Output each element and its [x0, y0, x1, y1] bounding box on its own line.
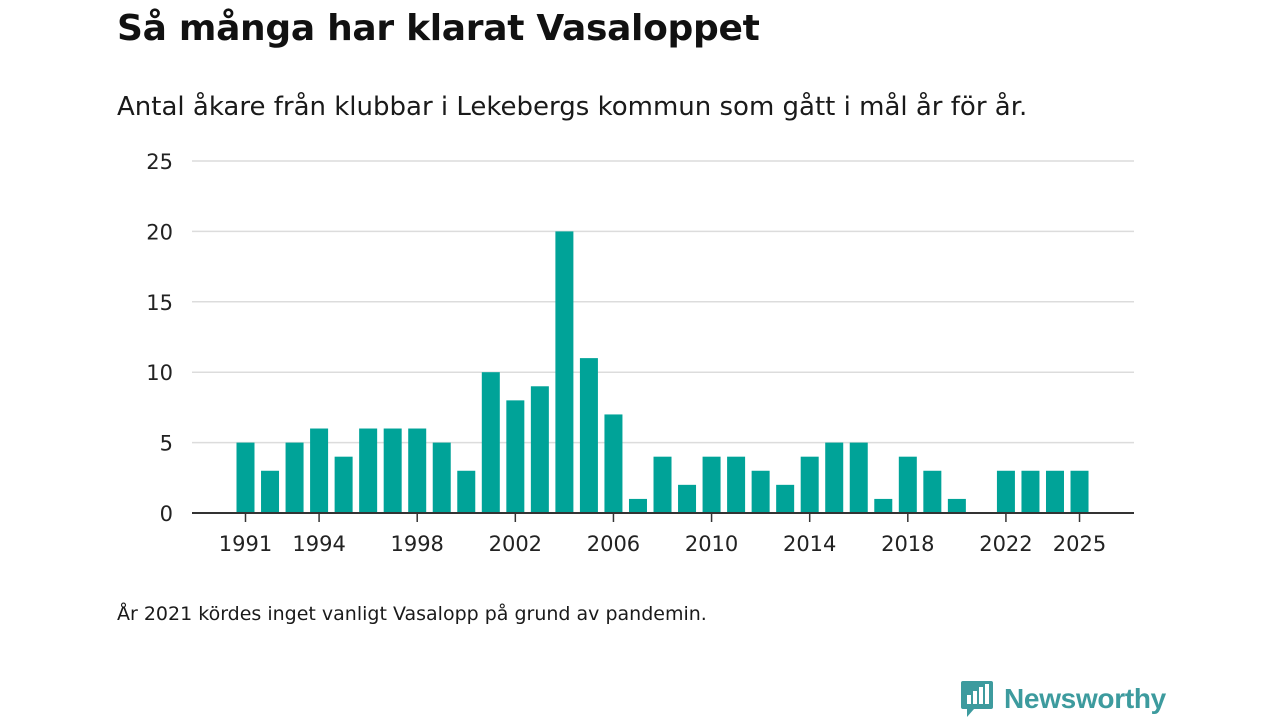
bar-1992	[261, 470, 280, 513]
bar-1993	[285, 442, 304, 513]
bar-2018	[898, 456, 917, 513]
chart-footnote: År 2021 kördes inget vanligt Vasalopp på…	[117, 603, 707, 625]
brand-logo[interactable]: Newsworthy	[960, 680, 1166, 718]
x-tick-label: 1994	[292, 532, 345, 556]
x-tick-label: 1991	[219, 532, 272, 556]
bar-2005	[579, 358, 598, 513]
bar-2012	[751, 470, 770, 513]
bar-2002	[506, 400, 525, 513]
x-tick-label: 2010	[685, 532, 738, 556]
bar-2025	[1070, 470, 1089, 513]
x-tick-label: 2006	[587, 532, 640, 556]
x-axis-labels: 1991 1994 1998 2002 2006 2010 2014 2018 2022 2025	[219, 532, 1106, 556]
bar-1997	[383, 428, 402, 513]
y-tick-label: 10	[146, 361, 173, 385]
gridlines	[192, 160, 1134, 444]
newsworthy-logo-icon	[960, 680, 994, 718]
bar-1996	[359, 428, 378, 513]
x-tick-label: 1998	[390, 532, 443, 556]
bar-2024	[1045, 470, 1064, 513]
bar-1995	[334, 456, 353, 513]
bar-2020	[947, 498, 966, 513]
x-axis	[192, 512, 1134, 522]
bar-2014	[800, 456, 819, 513]
bar-2013	[776, 484, 795, 513]
bar-1998	[408, 428, 427, 513]
chart-subtitle: Antal åkare från klubbar i Lekebergs kom…	[117, 92, 1028, 122]
bar-2007	[628, 498, 647, 513]
x-tick-label: 2018	[881, 532, 934, 556]
y-tick-label: 15	[146, 291, 173, 315]
bar-2001	[481, 372, 500, 513]
bar-2004	[555, 231, 574, 513]
bars	[236, 231, 1089, 513]
y-tick-label: 20	[146, 220, 173, 244]
bar-2019	[923, 470, 942, 513]
bar-2008	[653, 456, 672, 513]
x-tick-label: 2022	[979, 532, 1032, 556]
x-tick-label: 2025	[1053, 532, 1106, 556]
bar-2011	[727, 456, 746, 513]
bar-2023	[1021, 470, 1040, 513]
bar-2015	[825, 442, 844, 513]
y-tick-label: 5	[160, 432, 173, 456]
bar-2017	[874, 498, 893, 513]
bar-1999	[432, 442, 451, 513]
x-tick-label: 2014	[783, 532, 836, 556]
y-tick-label: 0	[160, 502, 173, 526]
y-axis-labels: 0 5 10 15 20 25	[146, 150, 173, 526]
bar-2009	[678, 484, 697, 513]
y-tick-label: 25	[146, 150, 173, 174]
bar-2003	[530, 386, 549, 513]
bar-1991	[236, 442, 255, 513]
x-tick-label: 2002	[489, 532, 542, 556]
bar-1994	[310, 428, 329, 513]
bar-2006	[604, 414, 623, 513]
bar-2000	[457, 470, 476, 513]
bar-2016	[849, 442, 868, 513]
bar-2010	[702, 456, 721, 513]
bar-2022	[996, 470, 1015, 513]
brand-name: Newsworthy	[1004, 683, 1166, 714]
chart-title: Så många har klarat Vasaloppet	[117, 8, 760, 49]
